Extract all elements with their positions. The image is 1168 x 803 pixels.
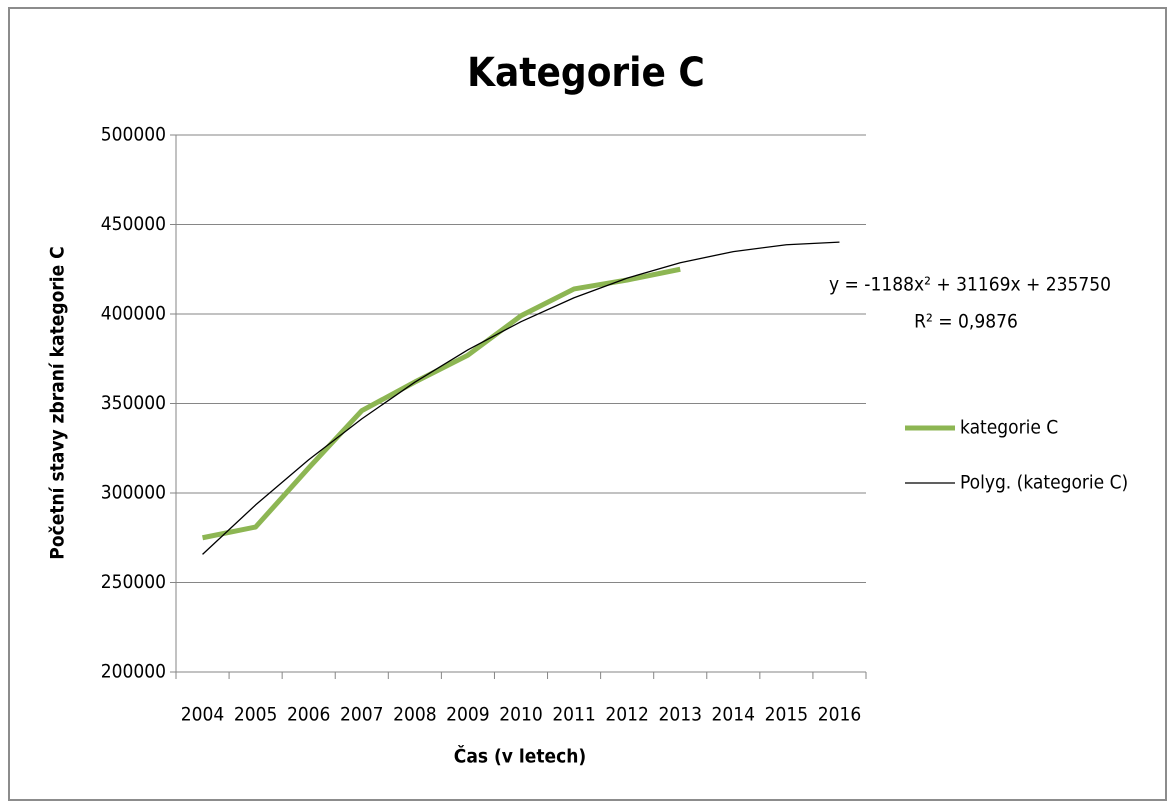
- chart-title: Kategorie C: [467, 50, 705, 96]
- y-tick-label: 350000: [101, 392, 166, 414]
- y-tick-label: 500000: [101, 124, 166, 146]
- y-axis-title: Početní stavy zbraní kategorie C: [47, 246, 69, 559]
- y-tick-label: 400000: [101, 303, 166, 325]
- y-tick-label: 200000: [101, 661, 166, 683]
- trend-equation: y = -1188x² + 31169x + 235750: [829, 274, 1111, 296]
- x-axis-title: Čas (v letech): [454, 744, 586, 768]
- x-tick-label: 2012: [605, 704, 649, 726]
- legend-label: kategorie C: [960, 417, 1058, 439]
- x-tick-label: 2006: [287, 704, 331, 726]
- x-tick-label: 2009: [446, 704, 490, 726]
- trend-r-squared: R² = 0,9876: [914, 311, 1018, 333]
- x-tick-label: 2007: [340, 704, 384, 726]
- series-line: [202, 266, 681, 541]
- x-tick-label: 2011: [552, 704, 596, 726]
- x-tick-label: 2013: [658, 704, 702, 726]
- x-tick-label: 2005: [234, 704, 278, 726]
- y-tick-label: 250000: [101, 571, 166, 593]
- legend-label: Polyg. (kategorie C): [960, 472, 1128, 494]
- x-tick-label: 2015: [765, 704, 809, 726]
- y-tick-label: 300000: [101, 482, 166, 504]
- x-tick-label: 2016: [818, 704, 862, 726]
- x-tick-label: 2010: [499, 704, 543, 726]
- x-tick-label: 2014: [712, 704, 756, 726]
- x-tick-label: 2004: [181, 704, 225, 726]
- x-tick-label: 2008: [393, 704, 437, 726]
- series-line: [202, 241, 840, 555]
- y-tick-label: 450000: [101, 213, 166, 235]
